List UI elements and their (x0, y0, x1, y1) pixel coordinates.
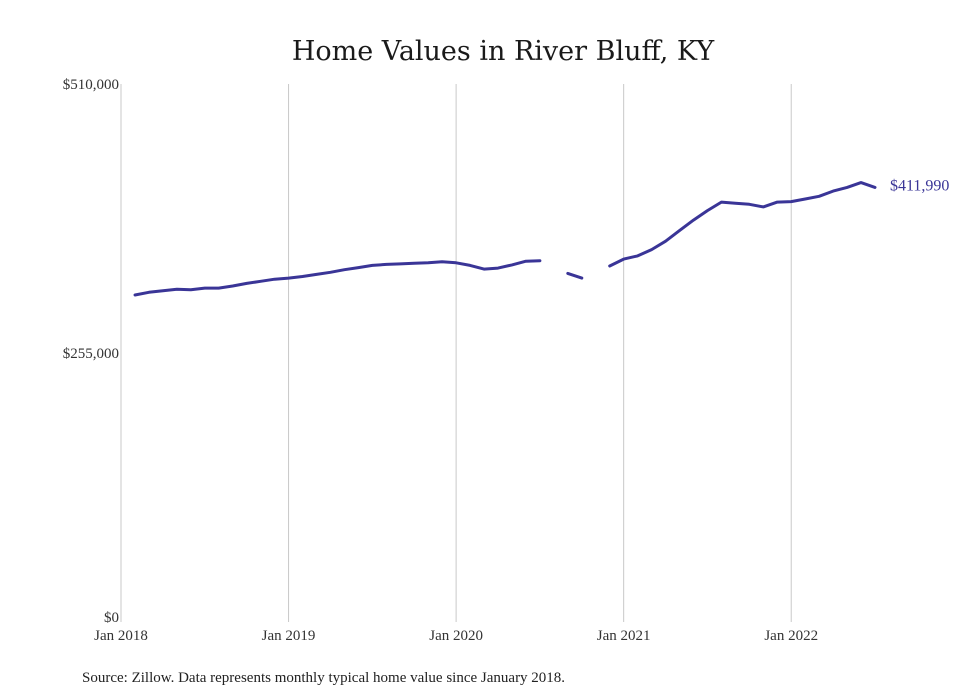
x-axis-tick-labels: Jan 2018 Jan 2019 Jan 2020 Jan 2021 Jan 2022 (94, 628, 818, 644)
x-tick-label: Jan 2018 (94, 628, 148, 644)
y-axis-tick-labels: $0 $255,000 $510,000 (63, 77, 119, 626)
series-line-segment (566, 271, 584, 280)
y-tick-label: $0 (104, 610, 119, 626)
x-tick-label: Jan 2022 (764, 628, 818, 644)
x-tick-label: Jan 2021 (597, 628, 651, 644)
series-line-segment (133, 259, 542, 297)
x-tick-label: Jan 2020 (429, 628, 483, 644)
chart-title: Home Values in River Bluff, KY (292, 36, 716, 67)
series-line (133, 181, 877, 297)
series-end-value-label: $411,990 (890, 178, 949, 195)
source-note: Source: Zillow. Data represents monthly … (82, 670, 565, 686)
y-tick-label: $510,000 (63, 77, 119, 93)
vertical-gridlines (120, 84, 792, 622)
y-tick-label: $255,000 (63, 346, 119, 362)
x-tick-label: Jan 2019 (262, 628, 316, 644)
series-line-segment (608, 181, 877, 268)
